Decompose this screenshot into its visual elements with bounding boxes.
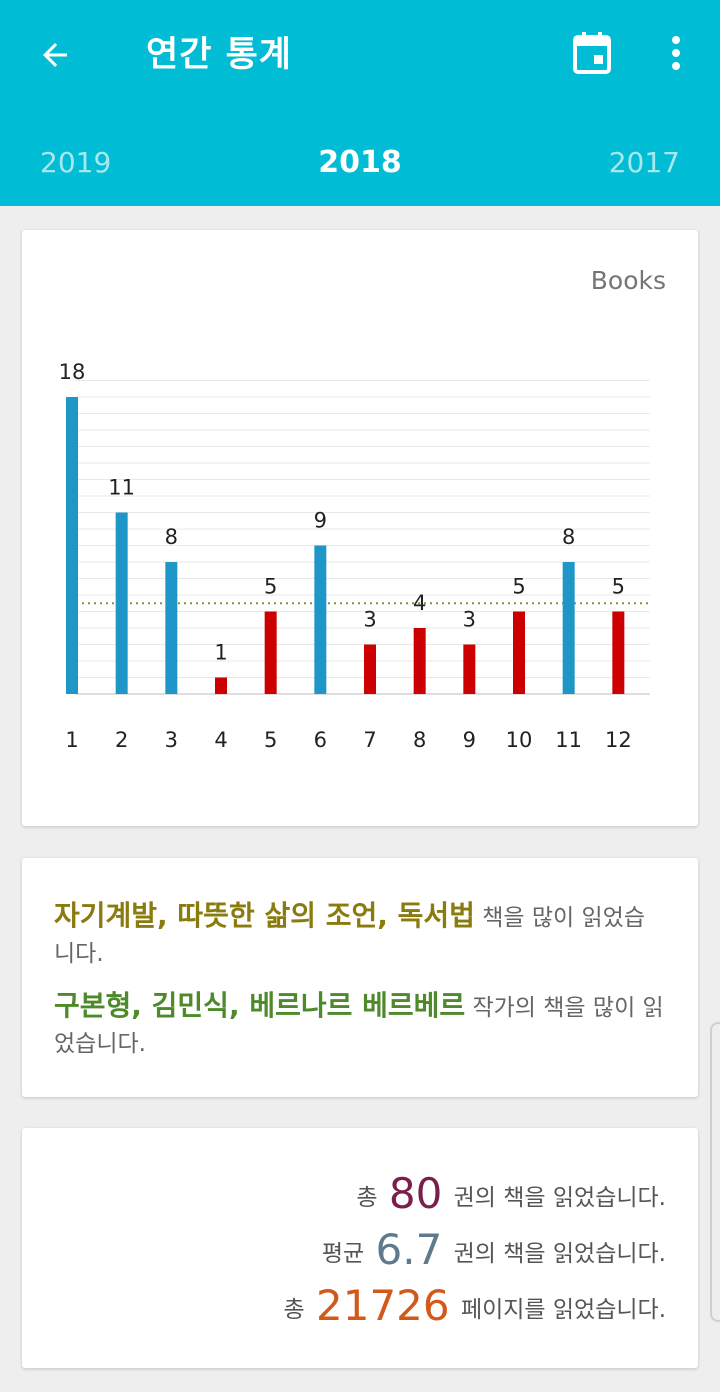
total-books-suffix: 권의 책을 읽었습니다.	[453, 1185, 666, 1211]
bar-value-label: 4	[413, 591, 426, 615]
x-tick-label: 9	[463, 728, 476, 752]
x-tick-label: 2	[115, 728, 128, 752]
reading-insights-card: 자기계발, 따뜻한 삶의 조언, 독서법 책을 많이 읽었습니다. 구본형, 김…	[22, 858, 698, 1097]
bar-value-label: 8	[562, 525, 575, 549]
app-bar: 연간 통계 2019 2018 2017	[0, 0, 720, 206]
x-tick-label: 3	[165, 728, 178, 752]
top-genres: 자기계발, 따뜻한 삶의 조언, 독서법	[54, 899, 475, 932]
arrow-left-icon	[43, 43, 67, 67]
edge-panel-handle[interactable]	[710, 1022, 720, 1322]
bar-month-1[interactable]	[66, 397, 78, 694]
average-books-suffix: 권의 책을 읽었습니다.	[453, 1241, 666, 1267]
average-books-prefix: 평균	[321, 1241, 365, 1267]
total-books-value: 80	[388, 1169, 443, 1218]
x-tick-label: 4	[214, 728, 227, 752]
author-insight-text: 작가의 책을 많이 읽었습니다.	[54, 995, 664, 1057]
average-books-line: 평균 6.7 권의 책을 읽었습니다.	[22, 1222, 698, 1278]
bar-month-3[interactable]	[165, 562, 178, 694]
x-tick-label: 11	[555, 728, 582, 752]
bar-month-9[interactable]	[463, 644, 476, 695]
genre-insight: 자기계발, 따뜻한 삶의 조언, 독서법 책을 많이 읽었습니다.	[54, 898, 666, 972]
back-button[interactable]	[30, 30, 80, 80]
summary-card: 총 80 권의 책을 읽었습니다. 평균 6.7 권의 책을 읽었습니다. 총 …	[22, 1128, 698, 1368]
more-options-button[interactable]	[656, 28, 696, 78]
bar-month-7[interactable]	[364, 644, 376, 695]
bar-value-label: 5	[612, 575, 625, 599]
calendar-button[interactable]	[567, 28, 617, 78]
bar-month-4[interactable]	[215, 677, 227, 695]
bar-value-label: 18	[59, 360, 86, 384]
year-current: 2018	[0, 140, 720, 186]
total-pages-prefix: 총	[283, 1297, 305, 1323]
average-books-value: 6.7	[375, 1225, 443, 1274]
author-insight: 구본형, 김민식, 베르나르 베르베르 작가의 책을 많이 읽었습니다.	[54, 988, 666, 1062]
total-books-line: 총 80 권의 책을 읽었습니다.	[22, 1166, 698, 1222]
calendar-icon	[573, 32, 611, 74]
bar-month-8[interactable]	[413, 628, 426, 694]
bar-value-label: 3	[463, 608, 476, 632]
x-tick-label: 1	[65, 728, 78, 752]
top-authors: 구본형, 김민식, 베르나르 베르베르	[54, 989, 466, 1022]
bar-value-label: 5	[264, 575, 277, 599]
bar-value-label: 5	[512, 575, 525, 599]
more-vert-icon	[672, 36, 680, 70]
chart-unit-label: Books	[590, 266, 666, 295]
bar-month-10[interactable]	[513, 611, 525, 695]
bar-month-2[interactable]	[115, 512, 128, 695]
bar-month-5[interactable]	[264, 611, 277, 695]
bar-month-12[interactable]	[612, 611, 625, 695]
x-tick-label: 12	[605, 728, 632, 752]
total-pages-line: 총 21726 페이지를 읽었습니다.	[22, 1278, 698, 1334]
bar-value-label: 9	[314, 509, 327, 533]
page-title: 연간 통계	[146, 35, 292, 75]
year-current-label[interactable]: 2018	[318, 145, 402, 180]
bar-value-label: 1	[214, 641, 227, 665]
total-pages-value: 21726	[316, 1281, 450, 1330]
bar-value-label: 3	[363, 608, 376, 632]
bar-month-11[interactable]	[562, 562, 575, 694]
year-previous[interactable]: 2019	[40, 146, 112, 179]
bar-value-label: 11	[108, 476, 135, 500]
bar-month-6[interactable]	[314, 545, 327, 695]
bar-value-label: 8	[165, 525, 178, 549]
x-tick-label: 8	[413, 728, 426, 752]
monthly-chart-card: Books 18 1 11 2 8 3 1 4 5 5 9 6 3 7 4 8 3 9 5 10 8 11 5 12	[22, 230, 698, 826]
x-tick-label: 6	[314, 728, 327, 752]
x-tick-label: 5	[264, 728, 277, 752]
total-books-prefix: 총	[356, 1185, 378, 1211]
genre-insight-text: 책을 많이 읽었습니다.	[54, 905, 645, 967]
year-next[interactable]: 2017	[608, 146, 680, 179]
total-pages-suffix: 페이지를 읽었습니다.	[460, 1297, 666, 1323]
x-tick-label: 7	[363, 728, 376, 752]
x-tick-label: 10	[506, 728, 533, 752]
